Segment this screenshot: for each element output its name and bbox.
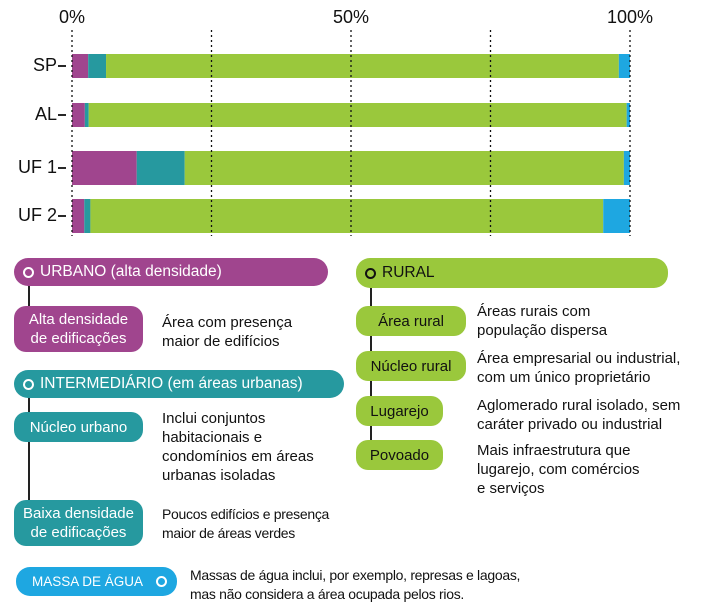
- legend-desc: Mais infraestrutura que lugarejo, com co…: [477, 442, 640, 497]
- bar-segment: [106, 54, 619, 78]
- connector: [28, 280, 30, 310]
- y-tick-label: SP: [33, 55, 57, 75]
- legend-desc: Massas de água inclui, por exemplo, repr…: [190, 567, 521, 602]
- legend-header: URBANO (alta densidade): [14, 258, 328, 286]
- bar-segment: [136, 151, 185, 185]
- bar-segment: [72, 103, 85, 127]
- bar-segment: [603, 199, 630, 233]
- legend-desc: Aglomerado rural isolado, sem caráter pr…: [477, 397, 681, 433]
- legend-desc: Área empresarial ou industrial, com um ú…: [477, 350, 681, 386]
- bar-segment: [626, 103, 630, 127]
- legend-header: MASSA DE ÁGUA: [16, 567, 177, 596]
- legend-item: Baixa densidade de edificações: [14, 500, 143, 546]
- legend-item: Núcleo urbano: [14, 412, 143, 442]
- x-tick-label: 50%: [333, 7, 369, 27]
- bar-segment: [618, 54, 630, 78]
- bar-segment: [72, 151, 137, 185]
- legend-item: Núcleo rural: [356, 351, 466, 381]
- legend-header: INTERMEDIÁRIO (em áreas urbanas): [14, 370, 344, 398]
- x-tick-label: 0%: [59, 7, 85, 27]
- legend-label: URBANO (alta densidade): [40, 263, 222, 280]
- x-tick-label: 100%: [607, 7, 653, 27]
- bar-segment: [90, 199, 604, 233]
- connector: [28, 395, 30, 503]
- legend-desc: Área com presença maior de edifícios: [162, 314, 293, 350]
- legend-label: MASSA DE ÁGUA: [32, 574, 144, 589]
- bar-segment: [72, 199, 85, 233]
- legend-header: RURAL: [356, 258, 668, 288]
- legend-label: RURAL: [382, 264, 435, 281]
- legend-desc: Áreas rurais com população dispersa: [477, 303, 608, 339]
- bar-segment: [184, 151, 624, 185]
- legend-desc: Inclui conjuntos habitacionais e condomí…: [162, 410, 314, 484]
- legend-item: Alta densidade de edificações: [14, 306, 143, 352]
- chart: 0% 50% 100% SP AL UF 1 UF 2: [18, 7, 653, 236]
- bar-segment: [84, 103, 89, 127]
- legend-desc: Poucos edifícios e presença maior de áre…: [162, 506, 330, 541]
- bar-segment: [88, 103, 627, 127]
- bar-segment: [72, 54, 89, 78]
- legend-item: Povoado: [356, 440, 443, 470]
- legend-label: INTERMEDIÁRIO (em áreas urbanas): [40, 375, 303, 392]
- bar-segment: [84, 199, 91, 233]
- bar-segment: [88, 54, 107, 78]
- bar-segment: [623, 151, 630, 185]
- legend-item: Área rural: [356, 306, 466, 336]
- y-tick-label: AL: [35, 104, 57, 124]
- legend-item: Lugarejo: [356, 396, 443, 426]
- y-tick-label: UF 2: [18, 205, 57, 225]
- y-tick-label: UF 1: [18, 157, 57, 177]
